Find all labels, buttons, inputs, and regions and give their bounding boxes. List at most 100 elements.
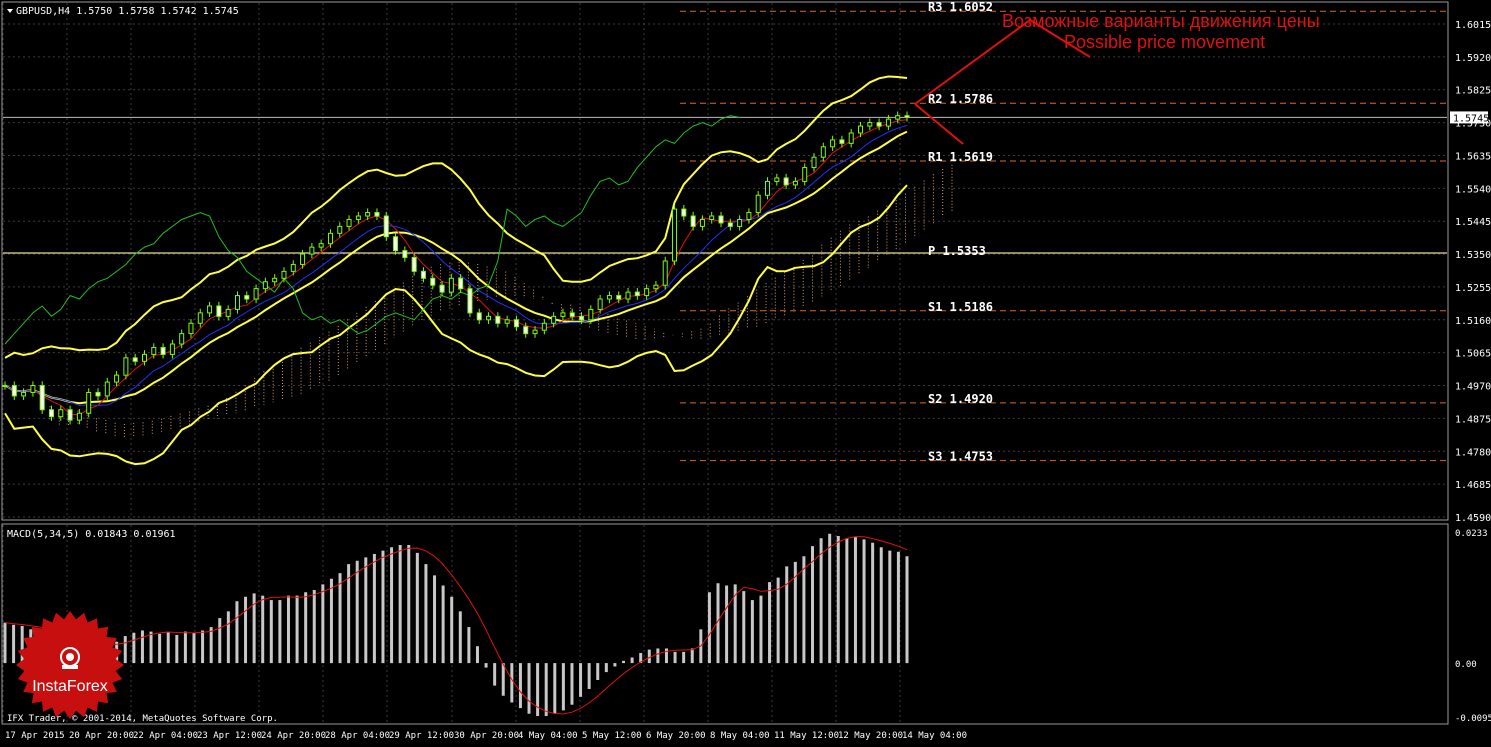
candle-body [355,215,361,220]
candle-body [523,326,529,335]
candle-body [904,115,910,118]
candle-body [309,246,315,255]
candle-body [169,343,175,355]
candle-body [588,308,594,321]
time-tick-label: 24 Apr 20:00 [261,731,326,741]
macd-tick-label: 0.0233 [1455,529,1488,539]
candle-body [2,385,8,388]
candle-body [718,215,724,224]
prediction-arrow-down [914,103,964,145]
price-tick-label: 1.4875 [1455,414,1491,425]
candle-body [783,177,789,186]
price-tick-label: 1.4685 [1455,480,1491,491]
candle-body [346,218,352,227]
macd-tick-label: -0.00958 [1455,714,1491,724]
candle-body [709,215,715,220]
candle-body [160,346,166,355]
chikou-span [4,115,740,345]
candle-body [141,353,147,362]
candle-body [690,215,696,227]
current-price-label: 1.5745 [1453,113,1489,124]
candle-body [188,322,194,335]
annotation-group: Возможные варианты движения цены Possibl… [914,11,1320,145]
candle-body [616,295,622,300]
candle-body [374,212,380,217]
candle-body [300,253,306,265]
annotation-line-en: Possible price movement [1064,32,1265,52]
time-tick-label: 5 May 12:00 [582,731,642,741]
candle-body [495,315,501,324]
candle-body [699,218,705,227]
candle-body [253,288,259,300]
candle-body [597,298,603,310]
candle-body [746,212,752,220]
symbol-header-text: GBPUSD,H4 1.5750 1.5758 1.5742 1.5745 [16,6,239,17]
candle-body [858,125,864,134]
annotation-line-ru: Возможные варианты движения цены [1002,11,1320,31]
candle-body [885,118,891,127]
time-tick-label: 29 Apr 12:00 [389,731,454,741]
candle-body [681,208,687,217]
candle-body [327,232,333,245]
price-tick-label: 1.5635 [1455,151,1491,162]
candle-body [76,412,82,421]
candle-body [393,236,399,252]
price-tick-label: 1.4780 [1455,447,1491,458]
time-tick-label: 20 Apr 20:00 [69,731,134,741]
candle-body [383,215,389,238]
pivot-label-r1: R1 1.5619 [928,150,993,164]
candle-body [867,122,873,127]
candle-body [625,291,631,300]
dropdown-triangle-icon [7,9,13,13]
candle-body [86,391,92,414]
candle-body [792,180,798,186]
copyright-text: IFX Trader, © 2001-2014, MetaQuotes Soft… [7,714,278,724]
time-tick-label: 11 May 12:00 [774,731,839,741]
price-tick-label: 1.5825 [1455,86,1491,97]
kijun-line [4,124,908,406]
candle-body [765,180,771,196]
candle-body [114,374,120,383]
price-tick-label: 1.6015 [1455,20,1491,31]
instaforex-logo: InstaForex [16,611,124,719]
candle-body [672,208,678,262]
candle-body [272,277,278,283]
candle-body [839,139,845,144]
price-tick-label: 1.4970 [1455,382,1491,393]
candle-body [448,277,454,293]
candle-body [820,146,826,158]
candle-body [486,315,492,321]
candle-body [560,312,566,317]
candle-body [30,385,36,393]
candle-body [402,250,408,259]
price-tick-label: 1.5540 [1455,184,1491,195]
candle-body [337,225,343,234]
candle-body [579,315,585,321]
prediction-arrow-up [914,18,1091,105]
candle-body [802,167,808,182]
candle-body [234,295,240,310]
price-tick-label: 1.5160 [1455,316,1491,327]
bollinger-lower [4,184,908,466]
candle-body [411,257,417,272]
bollinger-upper [4,75,908,359]
macd-signal-line [4,536,908,715]
candle-body [21,391,27,397]
bollinger-middle [4,130,908,405]
candle-body [476,312,482,321]
macd-tick-label: 0.00 [1455,660,1477,670]
candle-body [504,319,510,324]
candle-body [262,281,268,290]
candle-body [569,312,575,317]
candle-body [207,305,213,314]
candle-body [848,132,854,144]
candle-body [513,319,519,328]
candle-body [216,305,222,317]
candle-body [644,288,650,297]
candle-body [179,333,185,345]
time-tick-label: 17 Apr 2015 [5,731,65,741]
candle-body [48,409,54,418]
candle-body [95,391,101,397]
price-tick-label: 1.5350 [1455,250,1491,261]
candle-body [830,139,836,148]
